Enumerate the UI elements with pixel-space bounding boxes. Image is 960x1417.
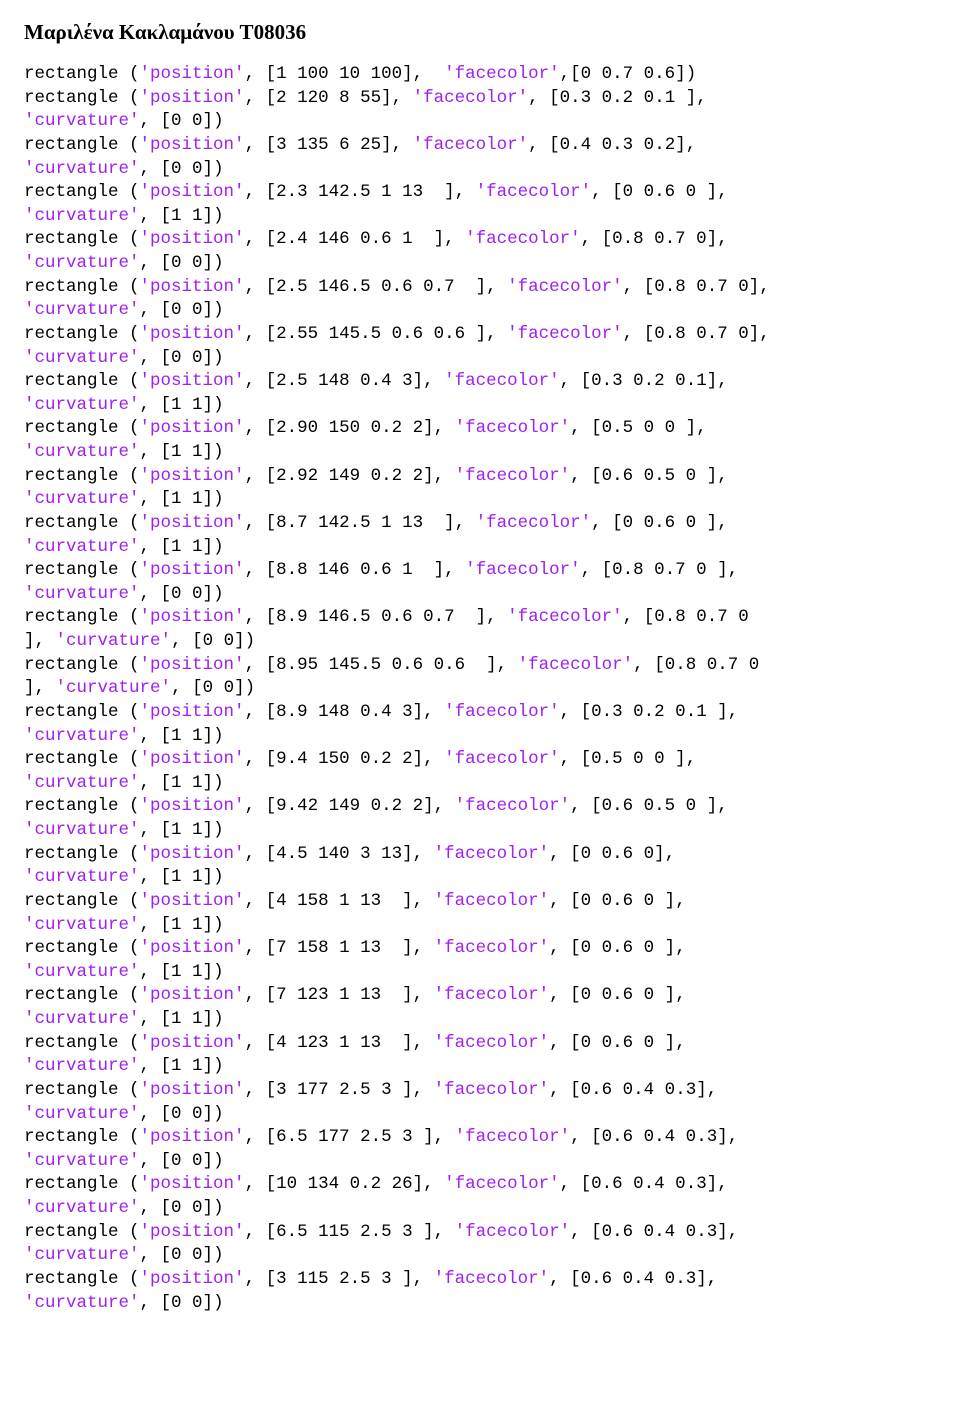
document-title: Μαριλένα Κακλαμάνου Τ08036 <box>24 20 936 45</box>
code-listing: rectangle ('position', [1 100 10 100], '… <box>24 63 936 1315</box>
